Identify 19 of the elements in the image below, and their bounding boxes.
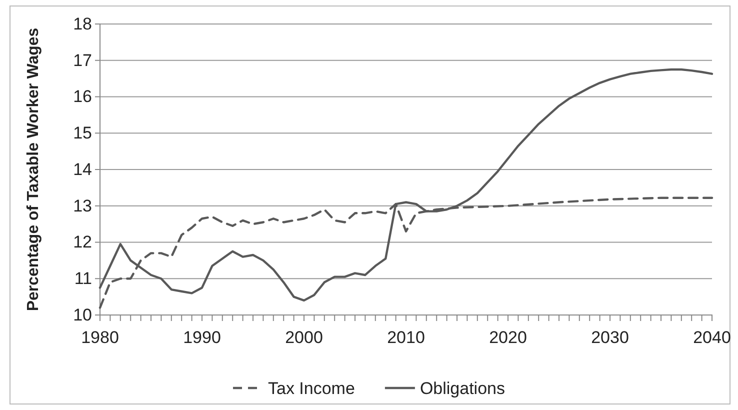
y-tick-label: 16 [73,87,92,106]
x-tick-label: 1990 [183,328,221,348]
legend-label: Obligations [420,379,505,398]
legend-label: Tax Income [268,379,355,398]
y-tick-label: 17 [73,50,92,70]
x-tick-label: 1980 [81,328,119,348]
y-tick-label: 13 [73,196,92,216]
x-tick-label: 2000 [285,328,323,348]
x-tick-label: 2040 [693,328,731,348]
y-tick-label: 15 [73,124,92,143]
y-tick-label: 10 [73,305,92,324]
y-tick-label: 18 [73,14,92,34]
x-tick-label: 2020 [489,328,527,348]
y-tick-label: 12 [73,232,92,252]
y-tick-label: 14 [73,160,92,179]
x-tick-label: 2030 [591,328,629,348]
y-axis-title: Percentage of Taxable Worker Wages [25,28,42,312]
y-tick-label: 11 [74,269,92,288]
x-tick-label: 2010 [387,328,425,348]
